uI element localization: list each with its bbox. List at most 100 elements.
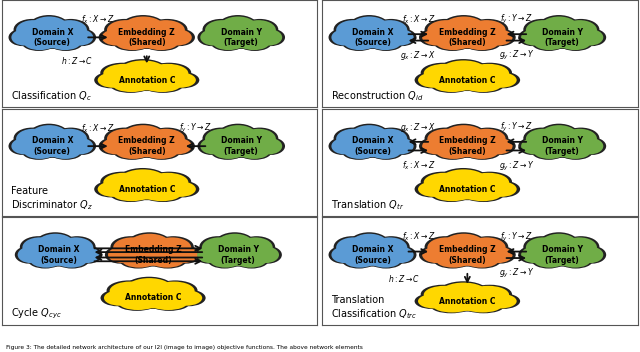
Ellipse shape — [163, 29, 192, 45]
Ellipse shape — [559, 253, 591, 268]
Text: $f_y: Y \rightarrow Z$: $f_y: Y \rightarrow Z$ — [500, 231, 533, 244]
Ellipse shape — [467, 172, 512, 192]
Ellipse shape — [241, 19, 278, 40]
Ellipse shape — [433, 187, 471, 201]
Ellipse shape — [256, 29, 282, 45]
Ellipse shape — [424, 64, 465, 83]
Ellipse shape — [518, 137, 547, 155]
Ellipse shape — [55, 253, 89, 269]
Ellipse shape — [107, 281, 151, 301]
Ellipse shape — [105, 246, 136, 264]
Ellipse shape — [116, 287, 189, 309]
Ellipse shape — [559, 144, 591, 159]
Ellipse shape — [197, 29, 226, 46]
Ellipse shape — [441, 283, 486, 302]
Ellipse shape — [165, 72, 199, 88]
Ellipse shape — [238, 236, 275, 258]
Ellipse shape — [524, 19, 561, 40]
Ellipse shape — [369, 144, 403, 160]
Ellipse shape — [22, 26, 83, 49]
Ellipse shape — [369, 36, 403, 51]
Ellipse shape — [199, 236, 236, 258]
Ellipse shape — [328, 137, 357, 155]
Ellipse shape — [559, 36, 593, 51]
Ellipse shape — [350, 17, 388, 38]
Ellipse shape — [467, 63, 512, 83]
Ellipse shape — [24, 36, 56, 50]
Ellipse shape — [113, 78, 150, 92]
Ellipse shape — [424, 286, 465, 303]
Ellipse shape — [35, 232, 76, 256]
Ellipse shape — [463, 36, 501, 51]
Ellipse shape — [257, 29, 285, 46]
Ellipse shape — [147, 129, 185, 149]
Ellipse shape — [342, 134, 403, 158]
Ellipse shape — [424, 173, 465, 192]
Ellipse shape — [153, 282, 195, 301]
Ellipse shape — [218, 124, 258, 147]
Ellipse shape — [388, 137, 417, 155]
Ellipse shape — [120, 243, 186, 266]
Ellipse shape — [49, 36, 83, 51]
Ellipse shape — [238, 144, 269, 159]
Ellipse shape — [436, 36, 471, 50]
Ellipse shape — [464, 144, 499, 159]
Ellipse shape — [107, 20, 145, 40]
Ellipse shape — [463, 187, 502, 201]
Ellipse shape — [428, 20, 466, 40]
Text: $g_x: Z \rightarrow X$: $g_x: Z \rightarrow X$ — [401, 121, 436, 134]
Ellipse shape — [467, 129, 506, 149]
Ellipse shape — [153, 281, 198, 301]
Ellipse shape — [211, 36, 244, 51]
Ellipse shape — [433, 300, 471, 313]
Ellipse shape — [30, 125, 68, 147]
Ellipse shape — [433, 291, 502, 311]
Text: Domain X
(Source): Domain X (Source) — [38, 245, 79, 264]
Ellipse shape — [119, 288, 187, 308]
Ellipse shape — [388, 29, 417, 46]
Ellipse shape — [30, 244, 87, 266]
Ellipse shape — [102, 29, 131, 45]
Ellipse shape — [211, 26, 271, 49]
Ellipse shape — [208, 243, 268, 266]
Ellipse shape — [443, 234, 484, 256]
Ellipse shape — [344, 144, 376, 159]
Ellipse shape — [147, 173, 188, 192]
Ellipse shape — [116, 144, 150, 159]
Ellipse shape — [241, 129, 276, 149]
Ellipse shape — [74, 246, 102, 264]
Ellipse shape — [372, 236, 410, 258]
Ellipse shape — [534, 135, 591, 157]
Ellipse shape — [540, 125, 578, 147]
Ellipse shape — [49, 36, 81, 50]
Ellipse shape — [102, 138, 131, 155]
Ellipse shape — [532, 26, 593, 49]
Ellipse shape — [122, 125, 164, 147]
Text: Figure 3: The detailed network architecture of our I2I (image to image) objectiv: Figure 3: The detailed network architect… — [6, 345, 364, 350]
Ellipse shape — [419, 29, 450, 46]
Ellipse shape — [67, 29, 93, 45]
Ellipse shape — [463, 253, 501, 269]
Ellipse shape — [111, 236, 151, 258]
Text: Embedding Z
(Shared): Embedding Z (Shared) — [125, 245, 181, 264]
Text: Domain Y
(Target): Domain Y (Target) — [541, 245, 582, 264]
Ellipse shape — [486, 181, 520, 197]
Ellipse shape — [524, 127, 561, 149]
Ellipse shape — [420, 285, 465, 304]
Ellipse shape — [147, 20, 185, 40]
Ellipse shape — [439, 168, 488, 190]
Ellipse shape — [467, 127, 508, 149]
Ellipse shape — [125, 277, 173, 299]
Ellipse shape — [342, 144, 376, 160]
Ellipse shape — [56, 253, 87, 268]
Ellipse shape — [532, 144, 566, 160]
Text: Domain X
(Source): Domain X (Source) — [352, 137, 393, 156]
Text: Embedding Z
(Shared): Embedding Z (Shared) — [118, 28, 175, 47]
Ellipse shape — [467, 64, 509, 83]
Text: Translation $Q_{tr}$: Translation $Q_{tr}$ — [332, 198, 404, 212]
Ellipse shape — [534, 144, 565, 159]
Text: Domain X
(Source): Domain X (Source) — [352, 245, 393, 264]
Ellipse shape — [328, 246, 357, 264]
Ellipse shape — [143, 36, 178, 50]
Ellipse shape — [59, 236, 95, 258]
